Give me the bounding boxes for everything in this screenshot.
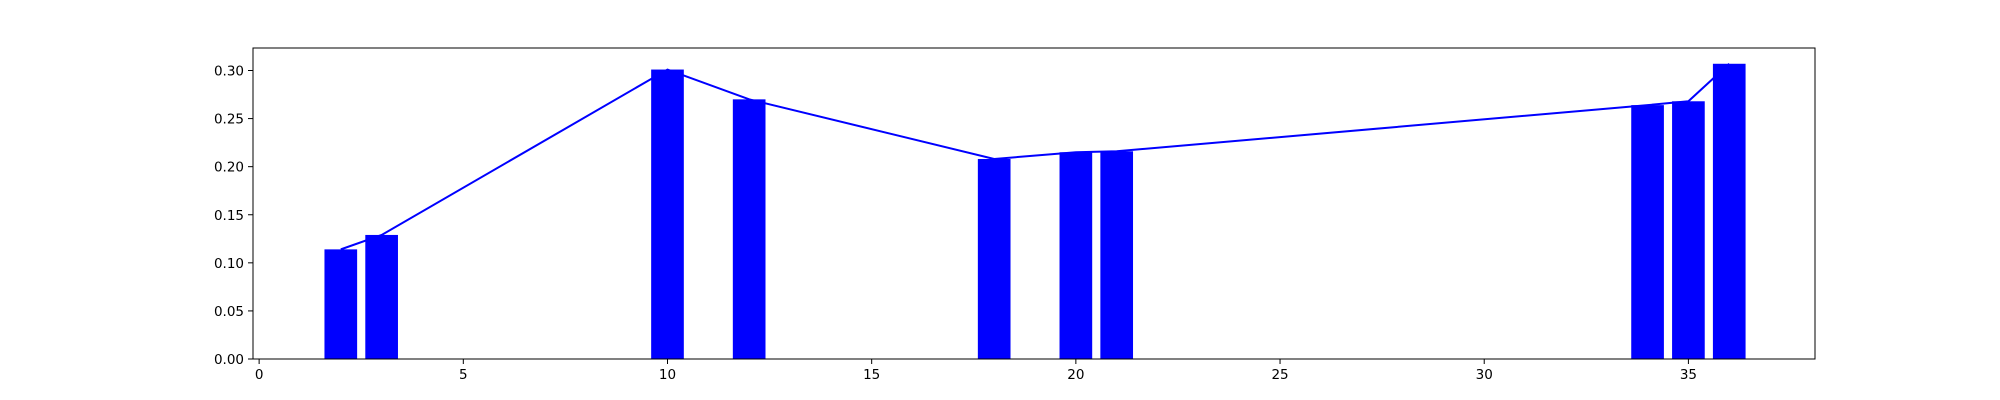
y-tick-label-0.30: 0.30 <box>214 64 244 80</box>
x-tick-label-30: 30 <box>1476 367 1493 383</box>
y-tick-label-0.15: 0.15 <box>214 208 244 224</box>
axes-layer: 0 5 10 15 20 25 30 35 0.00 0.05 0.10 0.15 0.20 0.25 0.… <box>214 47 1816 383</box>
x-tick-label-10: 10 <box>659 367 676 383</box>
x-tick-label-20: 20 <box>1067 367 1084 383</box>
y-tick-label-0.05: 0.05 <box>214 304 244 320</box>
x-tick-label-35: 35 <box>1680 367 1697 383</box>
bar-x-12 <box>732 99 766 359</box>
axes-frame <box>252 47 1816 360</box>
bar-x-21 <box>1100 151 1134 359</box>
line-layer <box>340 63 1730 251</box>
y-tick-label-0.20: 0.20 <box>214 160 244 176</box>
bar-x-35 <box>1672 101 1705 359</box>
bar-x-10 <box>651 69 684 359</box>
bar-x-20 <box>1059 152 1093 359</box>
bar-x-34 <box>1631 105 1664 359</box>
y-tick-label-0.00: 0.00 <box>214 352 244 368</box>
bar-x-3 <box>365 234 398 359</box>
y-tick-label-0.25: 0.25 <box>214 112 244 128</box>
bars-layer <box>324 63 1746 359</box>
line-series <box>340 63 1730 251</box>
bar-x-18 <box>977 158 1011 359</box>
x-tick-label-0: 0 <box>255 367 264 383</box>
y-tick-label-0.10: 0.10 <box>214 256 244 272</box>
x-tick-label-25: 25 <box>1271 367 1288 383</box>
bar-x-2 <box>324 249 358 359</box>
x-tick-label-5: 5 <box>459 367 468 383</box>
bar-x-36 <box>1712 63 1746 359</box>
x-tick-label-15: 15 <box>863 367 880 383</box>
